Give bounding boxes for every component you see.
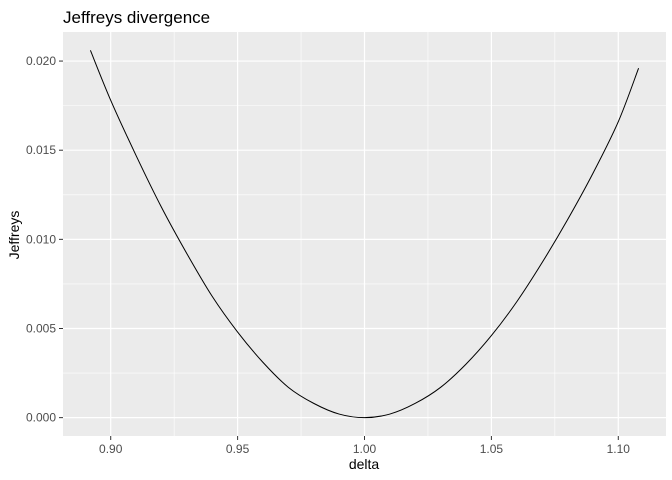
y-tick-label: 0.005 xyxy=(26,321,56,335)
x-axis-title: delta xyxy=(349,456,380,472)
jeffreys-line xyxy=(89,50,640,419)
series-layer xyxy=(89,50,640,419)
y-tick-label: 0.020 xyxy=(26,54,56,68)
chart-title: Jeffreys divergence xyxy=(63,8,210,27)
x-axis: 0.90 0.95 1.00 1.05 1.10 xyxy=(99,436,630,456)
y-axis-title: Jeffreys xyxy=(6,211,22,260)
y-tick-label: 0.000 xyxy=(26,411,56,425)
x-tick-label: 1.05 xyxy=(480,442,504,456)
y-tick-label: 0.010 xyxy=(26,232,56,246)
x-tick-label: 1.00 xyxy=(353,442,377,456)
x-tick-label: 0.90 xyxy=(99,442,123,456)
x-tick-label: 0.95 xyxy=(226,442,250,456)
y-axis: 0.000 0.005 0.010 0.015 0.020 xyxy=(26,54,63,425)
x-tick-label: 1.10 xyxy=(607,442,631,456)
y-tick-label: 0.015 xyxy=(26,143,56,157)
